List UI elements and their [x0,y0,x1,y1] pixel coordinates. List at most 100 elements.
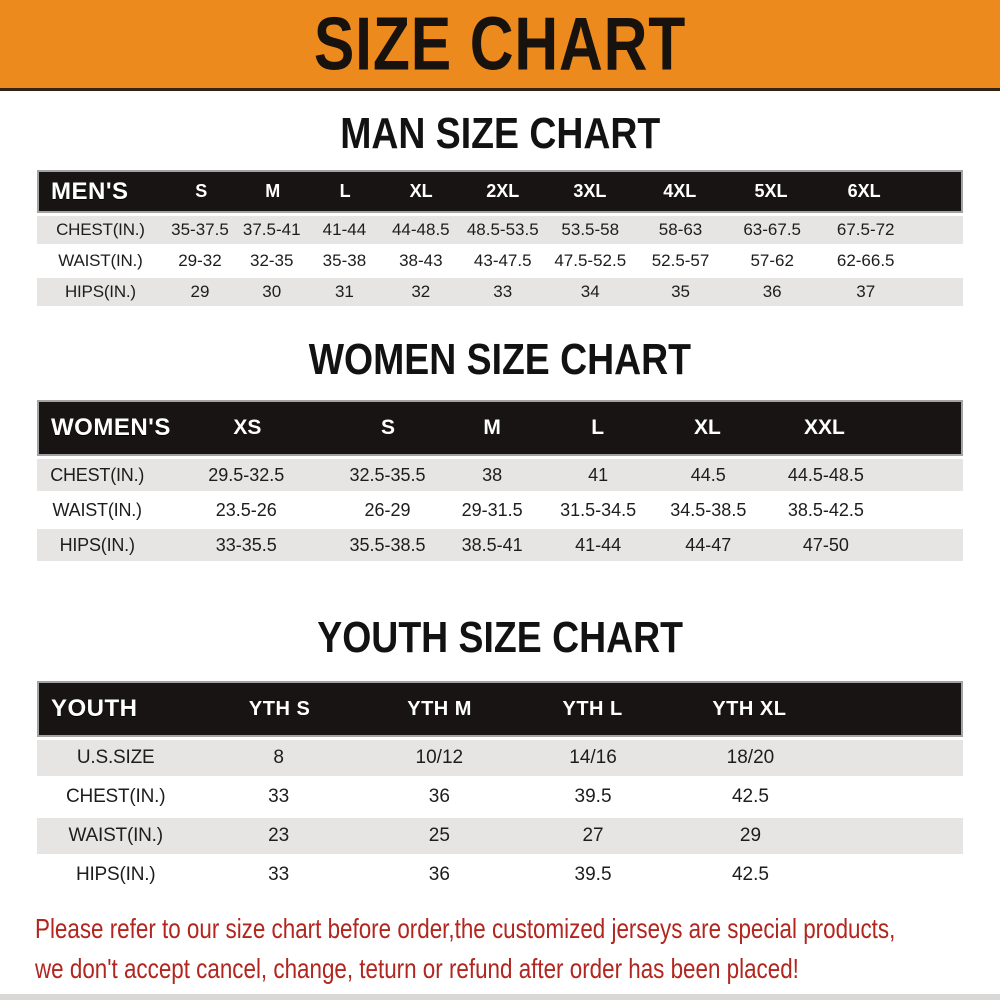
size-value-cell: 35-38 [322,251,367,270]
size-column-header: S [380,416,395,439]
size-value-cell: 38 [482,464,503,485]
size-column-header: 5XL [754,181,788,201]
size-value-cell: 36 [428,864,450,885]
size-value-cell: 44-48.5 [391,220,450,239]
size-column-header: 3XL [573,181,607,201]
size-value-cell: 43-47.5 [473,251,532,270]
women-section-title-text: WOMEN SIZE CHART [308,335,692,384]
measurement-row: HIPS(IN.) 33-35.5 35.5-38.5 38.5-41 41-44 44-… [37,529,963,561]
size-value-cell: 23.5-26 [215,499,277,520]
size-value-cell: 63-67.5 [743,220,802,239]
women-section-title: WOMEN SIZE CHART [0,335,1000,384]
bottom-strip [0,994,1000,1000]
size-value-cell: 38-43 [399,251,443,270]
size-value-cell: 41-44 [322,220,367,239]
size-value-cell: 34 [580,282,600,301]
size-value-cell: 47.5-52.5 [554,251,627,270]
size-value-cell: 32-35 [249,251,294,270]
size-column-header: YTH S [248,697,311,720]
men-size-chart-section: MAN SIZE CHART MEN'S S M L XL 2XL 3XL 4XL 5XL 6XL… [0,109,1000,306]
size-value-cell: 14/16 [569,747,617,768]
men-table-header-row: MEN'S S M L XL 2XL 3XL 4XL 5XL 6XL [37,170,963,213]
size-value-cell: 33 [268,864,290,885]
measurement-row-label: WAIST(IN.) [58,251,143,270]
size-column-header: XS [233,416,262,439]
banner: SIZE CHART [0,0,1000,91]
men-section-title-text: MAN SIZE CHART [340,109,660,158]
size-value-cell: 53.5-58 [561,220,620,239]
size-value-cell: 44.5-48.5 [787,464,864,485]
measurement-row-label: CHEST(IN.) [50,464,145,485]
size-value-cell: 25 [428,825,450,846]
size-value-cell: 18/20 [726,747,775,768]
size-value-cell: 35 [671,282,690,301]
youth-table-header-row: YOUTH YTH S YTH M YTH L YTH XL [37,681,963,737]
size-column-header: M [265,181,281,201]
disclaimer-line-2: we don't accept cancel, change, teturn o… [35,953,799,984]
size-value-cell: 37 [856,282,876,301]
disclaimer-line-1: Please refer to our size chart before or… [35,913,896,944]
size-value-cell: 44-47 [685,534,732,555]
size-value-cell: 27 [582,825,604,846]
size-value-cell: 8 [273,747,284,768]
size-value-cell: 33 [493,282,513,301]
women-table-corner-label: WOMEN'S [51,414,171,441]
size-value-cell: 39.5 [574,864,612,885]
men-table-corner-label: MEN'S [51,177,129,205]
size-value-cell: 36 [428,786,450,807]
size-value-cell: 29 [739,825,762,846]
youth-size-chart-section: YOUTH SIZE CHART YOUTH YTH S YTH M YTH L YTH… [0,616,1000,893]
measurement-row: U.S.SIZE 8 10/12 14/16 18/20 [37,740,963,776]
size-value-cell: 58-63 [658,220,703,239]
size-value-cell: 29 [190,282,210,301]
measurement-row-label: HIPS(IN.) [59,534,135,555]
size-value-cell: 33 [268,786,290,807]
measurement-row-label: WAIST(IN.) [68,825,164,846]
youth-size-table: YOUTH YTH S YTH M YTH L YTH XL U.S.SIZE 8 10/12… [37,681,963,893]
size-column-header: L [591,416,605,439]
size-column-header: L [339,181,351,201]
size-value-cell: 35.5-38.5 [349,534,426,555]
size-value-cell: 39.5 [574,786,612,807]
size-value-cell: 67.5-72 [836,220,895,239]
measurement-row-label: U.S.SIZE [76,747,155,768]
size-value-cell: 10/12 [415,747,464,768]
measurement-row: HIPS(IN.) 29 30 31 32 33 34 35 36 37 [37,278,963,306]
size-value-cell: 41-44 [575,534,622,555]
size-value-cell: 41 [588,464,609,485]
size-value-cell: 42.5 [731,864,769,885]
women-table-header-row: WOMEN'S XS S M L XL XXL [37,400,963,456]
measurement-row-label: WAIST(IN.) [52,499,143,520]
size-value-cell: 29-32 [178,251,222,270]
size-value-cell: 31.5-34.5 [560,499,637,520]
size-value-cell: 52.5-57 [651,251,710,270]
men-section-title: MAN SIZE CHART [0,109,1000,158]
size-column-header: 2XL [486,181,520,201]
size-value-cell: 36 [762,282,782,301]
size-value-cell: 23 [268,825,290,846]
disclaimer: Please refer to our size chart before or… [35,909,895,989]
size-value-cell: 30 [262,282,282,301]
size-column-header: S [195,181,208,201]
size-value-cell: 32 [411,282,431,301]
measurement-row: WAIST(IN.) 23.5-26 26-29 29-31.5 31.5-34.5 34… [37,494,963,526]
banner-title: SIZE CHART [313,1,687,86]
size-value-cell: 35-37.5 [171,220,229,239]
size-value-cell: 34.5-38.5 [670,499,747,520]
size-column-header: YTH L [562,697,623,720]
measurement-row: CHEST(IN.) 29.5-32.5 32.5-35.5 38 41 44.5 44.5… [37,459,963,491]
size-value-cell: 57-62 [750,251,794,270]
measurement-row: WAIST(IN.) 29-32 32-35 35-38 38-43 43-47.5 47.… [37,247,963,275]
size-value-cell: 37.5-41 [242,220,301,239]
measurement-row: CHEST(IN.) 35-37.5 37.5-41 41-44 44-48.5 48.5… [37,216,963,244]
size-value-cell: 29.5-32.5 [208,464,285,485]
measurement-row: HIPS(IN.) 33 36 39.5 42.5 [37,857,963,893]
size-column-header: XL [693,416,721,439]
measurement-row-label: CHEST(IN.) [66,786,166,807]
size-column-header: YTH M [407,697,472,720]
women-size-chart-section: WOMEN SIZE CHART WOMEN'S XS S M L XL XXL CHEST(… [0,335,1000,561]
size-value-cell: 62-66.5 [836,251,895,270]
measurement-row: CHEST(IN.) 33 36 39.5 42.5 [37,779,963,815]
measurement-row: WAIST(IN.) 23 25 27 29 [37,818,963,854]
men-size-table: MEN'S S M L XL 2XL 3XL 4XL 5XL 6XL CHEST(IN.) 35-37… [37,170,963,306]
